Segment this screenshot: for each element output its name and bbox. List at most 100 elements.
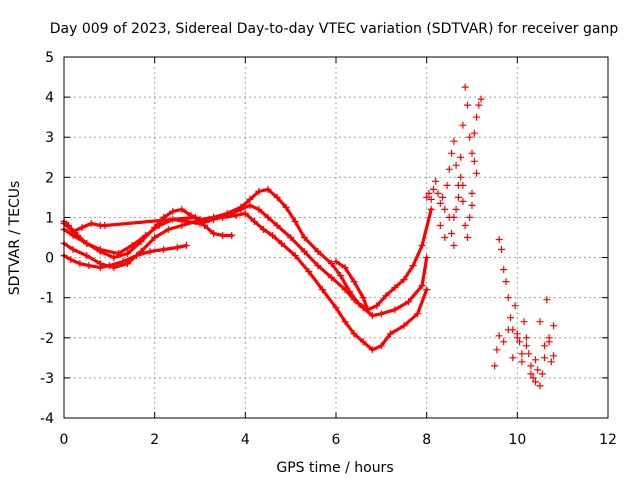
data-point [78,224,86,231]
data-point [328,274,335,282]
data-point [85,262,93,270]
data-point [522,342,530,350]
data-point [468,149,476,157]
data-point [500,338,508,346]
data-point [83,240,91,247]
data-point [391,306,399,314]
data-point [532,356,539,364]
data-point [545,334,553,342]
series-scatter-9-11 [491,236,558,390]
data-point [300,248,308,255]
data-point [541,354,548,362]
data-point [314,248,322,255]
data-point [466,133,474,141]
data-point [332,304,340,312]
data-point [536,382,544,390]
x-tick-label: 12 [599,432,617,448]
data-point [459,197,467,205]
data-point [418,242,426,249]
data-point [441,234,449,241]
data-point [205,215,213,223]
data-point [255,187,263,195]
data-point [470,157,478,165]
data-point [448,230,456,237]
data-point [359,338,367,346]
data-point [459,181,467,189]
data-point [373,302,381,310]
data-point [101,222,109,229]
data-point [133,252,140,260]
x-tick-label: 2 [150,432,159,448]
data-point [441,205,449,213]
data-point [69,246,77,253]
data-point [534,366,542,374]
data-point [377,342,385,350]
data-point [527,362,535,370]
data-point [105,262,113,270]
data-point [436,199,444,207]
y-tick-label: 3 [45,130,54,146]
data-point [445,165,453,173]
data-point [432,177,440,185]
data-point [443,181,451,189]
data-point [468,201,476,209]
data-point [178,222,186,229]
data-point [450,213,458,221]
data-point [473,169,480,177]
data-point [516,338,524,346]
data-point [400,322,408,330]
data-point [228,232,236,239]
data-point [427,205,435,213]
data-point [328,260,335,268]
data-point [427,195,435,203]
data-point [151,234,159,241]
x-tick-label: 8 [422,432,431,448]
data-point [83,252,91,260]
data-point [364,306,372,314]
data-point [434,189,442,197]
data-point [450,137,458,145]
data-point [382,292,390,300]
data-point [466,213,474,221]
data-point [475,101,483,109]
y-tick-label: 0 [45,251,54,267]
data-point [314,262,322,270]
data-point [210,230,218,237]
data-point [76,260,84,268]
data-point [201,222,208,229]
data-point [237,205,245,213]
data-point [287,234,295,241]
data-point [550,352,558,360]
data-point [541,342,548,350]
data-point [128,242,136,249]
data-point [423,193,431,201]
data-point [368,346,376,354]
series-track-b [60,201,431,320]
data-point [273,222,281,229]
data-point [124,250,131,257]
data-point [504,326,512,334]
data-point [278,240,286,247]
x-tick-label: 10 [508,432,526,448]
data-point [160,246,168,253]
data-point [452,205,460,213]
data-point [377,310,385,318]
data-point [96,246,104,253]
data-point [423,286,431,294]
data-point [110,254,118,262]
data-point [522,334,530,342]
data-point [495,236,503,243]
data-point [461,83,469,91]
data-point [146,248,154,255]
data-point [300,234,308,241]
data-point [464,101,471,109]
data-point [341,318,349,326]
data-point [464,234,471,241]
y-tick-label: -1 [40,291,54,307]
data-point [341,286,349,294]
data-point [255,205,263,213]
data-point [350,296,358,304]
x-tick-label: 4 [241,432,250,448]
data-point [386,330,394,338]
